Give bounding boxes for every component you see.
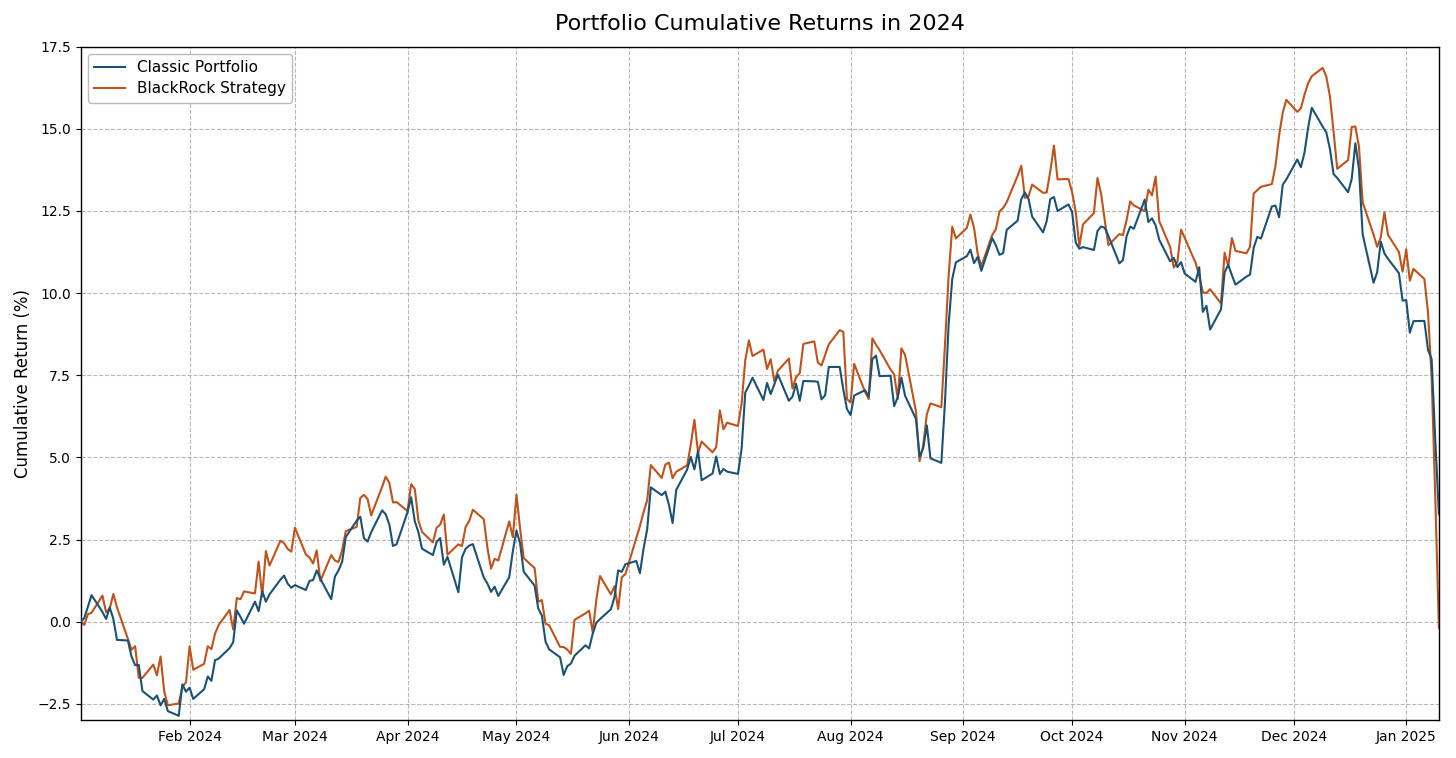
Line: Classic Portfolio: Classic Portfolio bbox=[80, 108, 1439, 716]
Title: Portfolio Cumulative Returns in 2024: Portfolio Cumulative Returns in 2024 bbox=[555, 14, 965, 34]
Legend: Classic Portfolio, BlackRock Strategy: Classic Portfolio, BlackRock Strategy bbox=[89, 54, 293, 102]
Y-axis label: Cumulative Return (%): Cumulative Return (%) bbox=[15, 289, 32, 478]
Line: BlackRock Strategy: BlackRock Strategy bbox=[80, 68, 1439, 705]
